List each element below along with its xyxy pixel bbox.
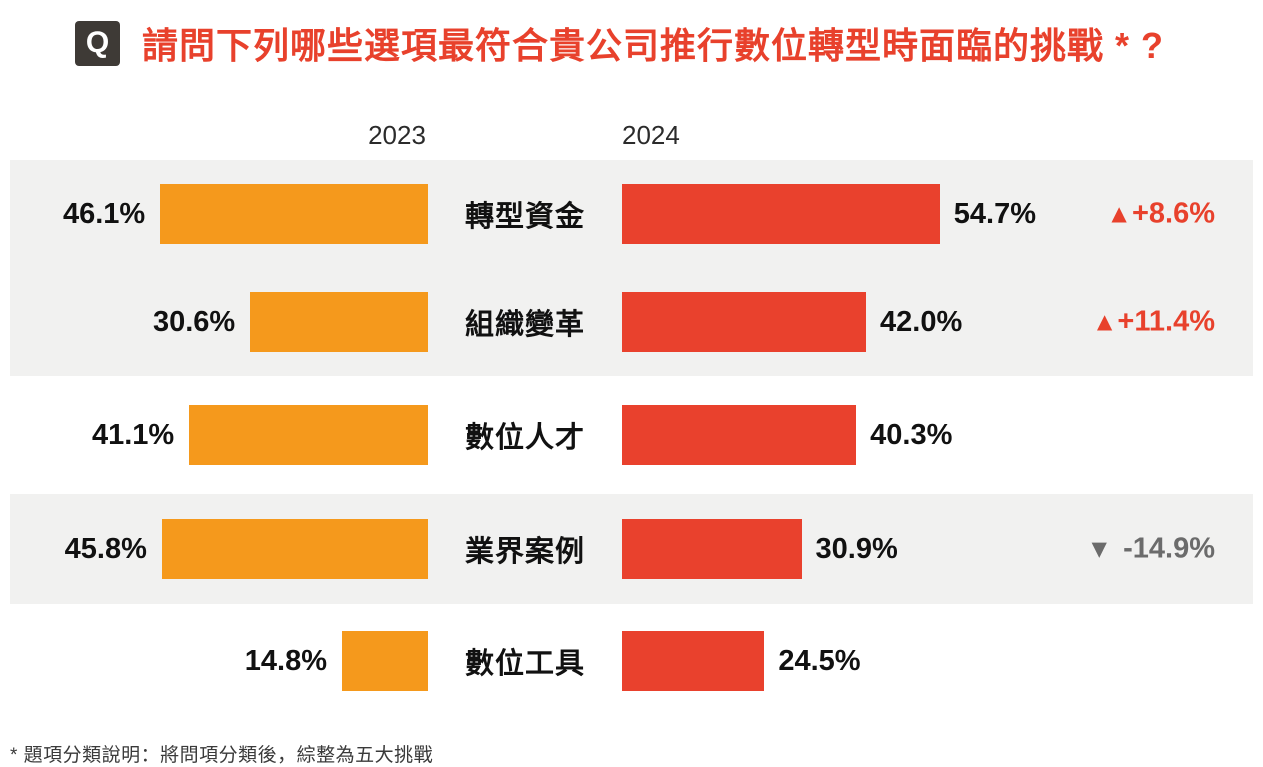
delta-value: +11.4% <box>1117 305 1215 338</box>
value-label-2023: 14.8% <box>244 644 328 677</box>
delta-badge: ▼ -14.9% <box>1086 533 1215 566</box>
delta-value: +8.6% <box>1131 197 1215 230</box>
chart-row: 30.6% 組織變革 42.0% ▲+11.4% <box>10 268 1253 376</box>
category-label: 數位工具 <box>464 648 585 680</box>
bar-area-2024: 24.5% <box>622 631 1253 691</box>
value-label-2024: 42.0% <box>880 305 963 338</box>
bar-2024 <box>622 519 802 579</box>
category-label: 業界案例 <box>464 536 585 568</box>
bar-2024 <box>622 292 867 352</box>
bar-2023 <box>250 292 428 352</box>
chart-row: 45.8% 業界案例 30.9% ▼ -14.9% <box>10 494 1253 604</box>
bar-area-2023: 46.1% <box>10 184 428 244</box>
column-header-2024: 2024 <box>622 120 680 150</box>
value-label-2024: 54.7% <box>953 197 1037 230</box>
page-title: 請問下列哪些選項最符合貴公司推行數位轉型時面臨的挑戰 * ? <box>142 25 1165 66</box>
category-label: 數位人才 <box>464 422 585 454</box>
value-label-2024: 30.9% <box>815 532 898 565</box>
value-label-2024: 40.3% <box>870 418 953 451</box>
column-header-2023: 2023 <box>368 120 426 150</box>
question-badge-icon: Q <box>75 20 120 66</box>
value-label-2023: 41.1% <box>91 418 175 451</box>
category-label: 組織變革 <box>464 309 585 341</box>
bar-area-2024: 40.3% <box>622 405 1253 465</box>
bar-area-2023: 14.8% <box>10 631 428 691</box>
value-label-2024: 24.5% <box>778 644 861 677</box>
bar-area-2024: 54.7% <box>622 184 1253 244</box>
question-title-row: Q 請問下列哪些選項最符合貴公司推行數位轉型時面臨的挑戰 * ? <box>75 17 1263 69</box>
chart-row: 41.1% 數位人才 40.3% <box>10 376 1253 494</box>
value-label-2023: 45.8% <box>64 532 147 565</box>
delta-up-icon: ▲ <box>1091 306 1118 337</box>
bar-area-2023: 45.8% <box>10 519 428 579</box>
delta-badge: ▲+11.4% <box>1092 306 1215 339</box>
delta-down-icon: ▼ <box>1086 533 1113 564</box>
chart-rows: 46.1% 轉型資金 54.7% ▲+8.6% 30.6% 組織變革 42.0%… <box>10 160 1253 718</box>
chart-row: 14.8% 數位工具 24.5% <box>10 604 1253 718</box>
bar-area-2024: 30.9% <box>622 519 1253 579</box>
bar-2023 <box>161 519 428 579</box>
bar-2024 <box>622 405 857 465</box>
bar-2024 <box>622 184 940 244</box>
category-label: 轉型資金 <box>464 201 585 233</box>
bar-2023 <box>189 405 428 465</box>
bar-area-2023: 41.1% <box>10 405 428 465</box>
value-label-2023: 30.6% <box>152 305 236 338</box>
bar-area-2023: 30.6% <box>10 292 428 352</box>
bar-area-2024: 42.0% <box>622 292 1253 352</box>
footnote: * 題項分類說明：將問項分類後，綜整為五大挑戰 <box>10 745 434 766</box>
value-label-2023: 46.1% <box>62 197 146 230</box>
delta-value: -14.9% <box>1123 532 1215 565</box>
bar-2023 <box>160 184 428 244</box>
bar-2024 <box>622 631 765 691</box>
bar-2023 <box>342 631 428 691</box>
column-header: 2023 2024 <box>0 120 1263 150</box>
delta-up-icon: ▲ <box>1106 198 1132 229</box>
chart-row: 46.1% 轉型資金 54.7% ▲+8.6% <box>10 160 1253 268</box>
delta-badge: ▲+8.6% <box>1106 198 1215 231</box>
